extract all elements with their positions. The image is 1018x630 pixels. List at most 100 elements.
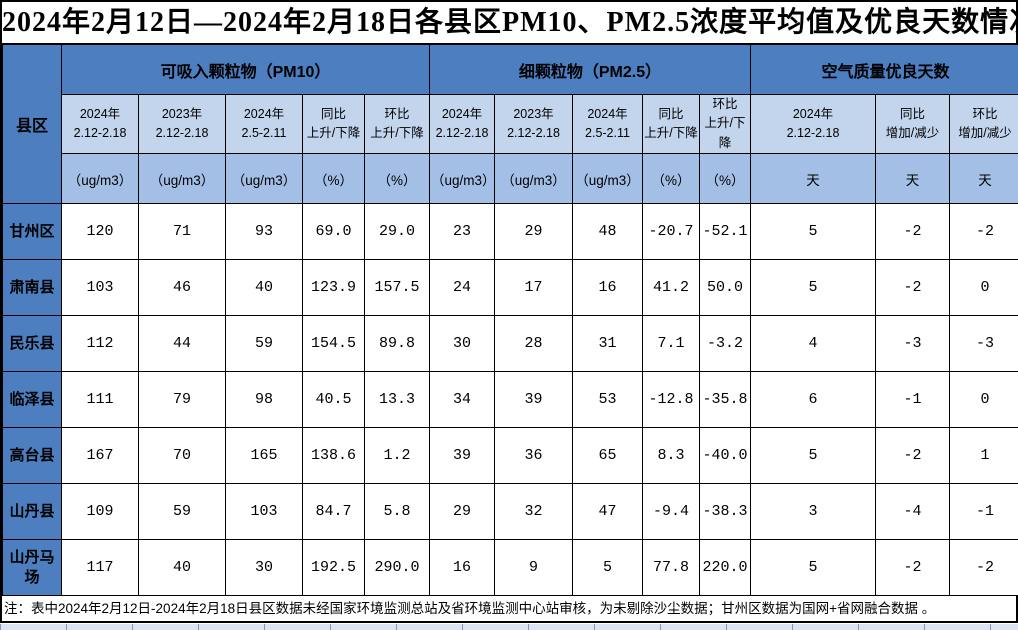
data-cell: -2 <box>876 428 950 484</box>
data-cell: 8.3 <box>643 428 700 484</box>
data-cell: 39 <box>495 372 573 428</box>
data-cell: 0 <box>950 260 1018 316</box>
data-cell: 24 <box>430 260 495 316</box>
data-cell: -4 <box>876 484 950 540</box>
data-cell: -52.1 <box>700 204 751 260</box>
data-cell: 9 <box>495 540 573 596</box>
group-header-row: 县区 可吸入颗粒物（PM10） 细颗粒物（PM2.5） 空气质量优良天数 <box>3 45 1018 95</box>
header-line: 同比 <box>321 107 346 121</box>
data-cell: 98 <box>226 372 303 428</box>
next-table-strip <box>0 624 1018 630</box>
page-title: 2024年2月12日—2024年2月18日各县区PM10、PM2.5浓度平均值及… <box>2 2 1016 44</box>
data-cell: -3.2 <box>700 316 751 372</box>
data-cell: 5 <box>751 428 876 484</box>
data-cell: 53 <box>573 372 643 428</box>
header-line: 上升/下降 <box>307 126 360 140</box>
data-cell: 4 <box>751 316 876 372</box>
data-cell: 29.0 <box>365 204 430 260</box>
data-cell: 50.0 <box>700 260 751 316</box>
pollution-table: 县区 可吸入颗粒物（PM10） 细颗粒物（PM2.5） 空气质量优良天数 202… <box>2 44 1018 596</box>
data-cell: 71 <box>139 204 226 260</box>
data-cell: 47 <box>573 484 643 540</box>
data-cell: 29 <box>430 484 495 540</box>
unit-cell: （%） <box>700 154 751 204</box>
unit-cell: 天 <box>751 154 876 204</box>
header-line: 2023年 <box>513 107 553 121</box>
data-cell: 123.9 <box>303 260 365 316</box>
data-cell: 5.8 <box>365 484 430 540</box>
data-cell: 5 <box>751 540 876 596</box>
unit-cell: （ug/m3） <box>139 154 226 204</box>
county-header-cell: 县区 <box>3 45 62 204</box>
header-line: 2.12-2.18 <box>507 126 560 140</box>
data-cell: -2 <box>950 204 1018 260</box>
data-cell: 16 <box>430 540 495 596</box>
header-line: 2.12-2.18 <box>436 126 489 140</box>
data-cell: 30 <box>430 316 495 372</box>
header-line: 环比 <box>384 107 409 121</box>
data-cell: 16 <box>573 260 643 316</box>
unit-cell: （%） <box>365 154 430 204</box>
data-cell: 28 <box>495 316 573 372</box>
data-cell: 93 <box>226 204 303 260</box>
county-cell: 肃南县 <box>3 260 62 316</box>
header-line: 2.12-2.18 <box>787 126 840 140</box>
data-cell: -40.0 <box>700 428 751 484</box>
subheader-cell: 环比上升/下降 <box>365 95 430 154</box>
data-cell: -1 <box>950 484 1018 540</box>
data-cell: 40 <box>226 260 303 316</box>
data-cell: 39 <box>430 428 495 484</box>
data-cell: -2 <box>876 260 950 316</box>
header-line: 2024年 <box>793 107 833 121</box>
data-cell: -9.4 <box>643 484 700 540</box>
data-cell: 138.6 <box>303 428 365 484</box>
header-line: 上升/下降 <box>370 126 423 140</box>
data-cell: 65 <box>573 428 643 484</box>
data-cell: 34 <box>430 372 495 428</box>
data-cell: -2 <box>876 204 950 260</box>
data-cell: 77.8 <box>643 540 700 596</box>
header-line: 2.5-2.11 <box>585 126 630 140</box>
county-cell: 山丹马场 <box>3 540 62 596</box>
data-cell: 7.1 <box>643 316 700 372</box>
header-line: 2.5-2.11 <box>242 126 287 140</box>
data-cell: 154.5 <box>303 316 365 372</box>
unit-header-row: （ug/m3） （ug/m3） （ug/m3） （%） （%） （ug/m3） … <box>3 154 1018 204</box>
subheader-cell: 2024年 2.12-2.18 <box>751 95 876 154</box>
data-cell: 48 <box>573 204 643 260</box>
unit-cell: 天 <box>950 154 1018 204</box>
data-cell: 69.0 <box>303 204 365 260</box>
data-cell: 103 <box>226 484 303 540</box>
data-cell: 29 <box>495 204 573 260</box>
data-cell: -12.8 <box>643 372 700 428</box>
header-line: 2.12-2.18 <box>74 126 127 140</box>
data-cell: 44 <box>139 316 226 372</box>
data-cell: 290.0 <box>365 540 430 596</box>
data-cell: 17 <box>495 260 573 316</box>
data-cell: -35.8 <box>700 372 751 428</box>
header-line: 2023年 <box>162 107 202 121</box>
data-cell: 111 <box>62 372 139 428</box>
data-cell: 41.2 <box>643 260 700 316</box>
header-line: 上升/下降 <box>644 126 697 140</box>
county-cell: 临泽县 <box>3 372 62 428</box>
data-cell: 157.5 <box>365 260 430 316</box>
subheader-cell: 环比增加/减少 <box>950 95 1018 154</box>
data-cell: 192.5 <box>303 540 365 596</box>
data-cell: 40 <box>139 540 226 596</box>
footnote: 注：表中2024年2月12日-2024年2月18日县区数据未经国家环境监测总站及… <box>2 596 1016 621</box>
header-line: 环比 <box>713 97 738 111</box>
unit-cell: （ug/m3） <box>573 154 643 204</box>
data-cell: 23 <box>430 204 495 260</box>
group-header-good-days: 空气质量优良天数 <box>751 45 1018 95</box>
data-cell: 120 <box>62 204 139 260</box>
data-cell: 70 <box>139 428 226 484</box>
group-header-pm10: 可吸入颗粒物（PM10） <box>62 45 430 95</box>
